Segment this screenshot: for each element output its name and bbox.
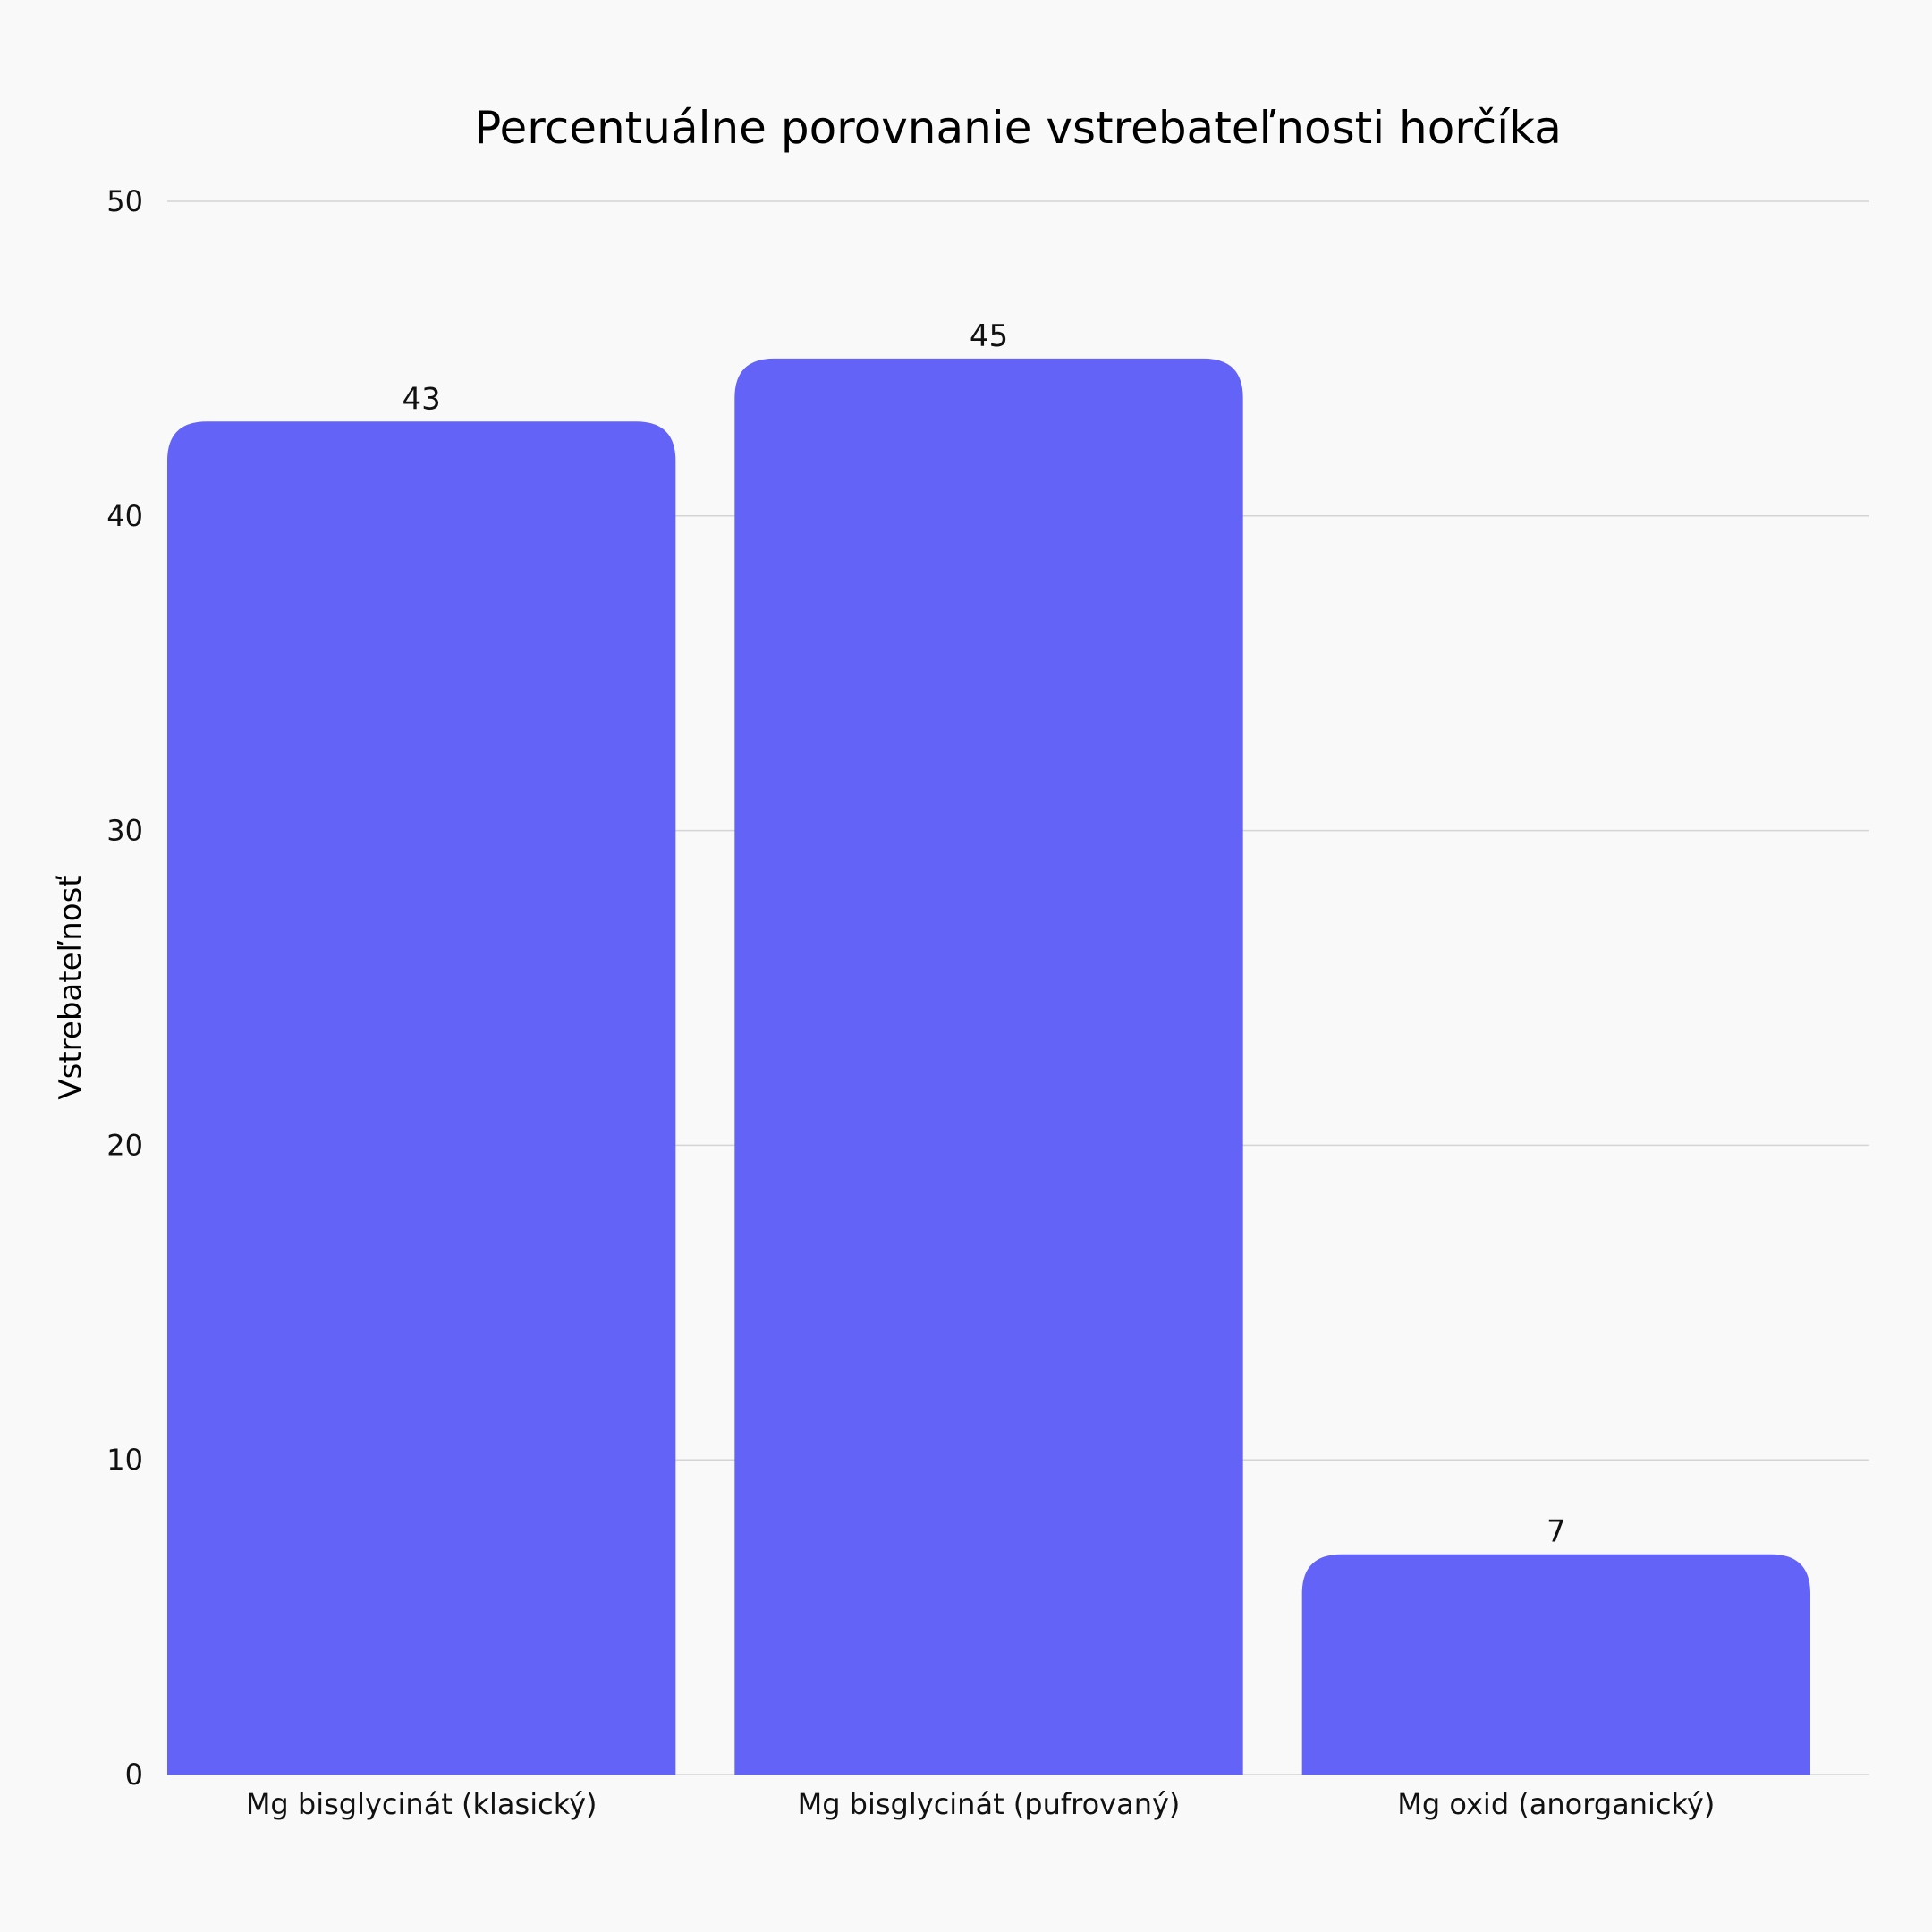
y-axis-ticks: 0 10 20 30 40 50 <box>106 184 143 1792</box>
x-tick-label: Mg bisglycinát (klasický) <box>246 1787 597 1821</box>
x-tick-label: Mg bisglycinát (pufrovaný) <box>798 1787 1181 1821</box>
bar <box>734 358 1243 1775</box>
y-tick-label: 30 <box>106 814 143 848</box>
y-tick-label: 50 <box>106 184 143 218</box>
y-axis-label: Vstrebateľnosť <box>53 875 89 1099</box>
bar <box>167 421 676 1775</box>
x-axis-ticks: Mg bisglycinát (klasický) Mg bisglycinát … <box>246 1787 1716 1821</box>
bars <box>167 358 1810 1775</box>
y-tick-label: 0 <box>125 1758 143 1792</box>
y-tick-label: 40 <box>106 499 143 533</box>
bar-value-label: 43 <box>402 381 441 417</box>
chart-title: Percentuálne porovnanie vstrebateľnosti … <box>474 102 1562 154</box>
bar-value-label: 7 <box>1546 1514 1566 1550</box>
x-tick-label: Mg oxid (anorganický) <box>1397 1787 1715 1821</box>
bar-value-label: 45 <box>970 318 1008 354</box>
data-labels: 43 45 7 <box>402 318 1566 1550</box>
y-tick-label: 20 <box>106 1128 143 1162</box>
y-tick-label: 10 <box>106 1443 143 1477</box>
bar <box>1301 1554 1810 1775</box>
